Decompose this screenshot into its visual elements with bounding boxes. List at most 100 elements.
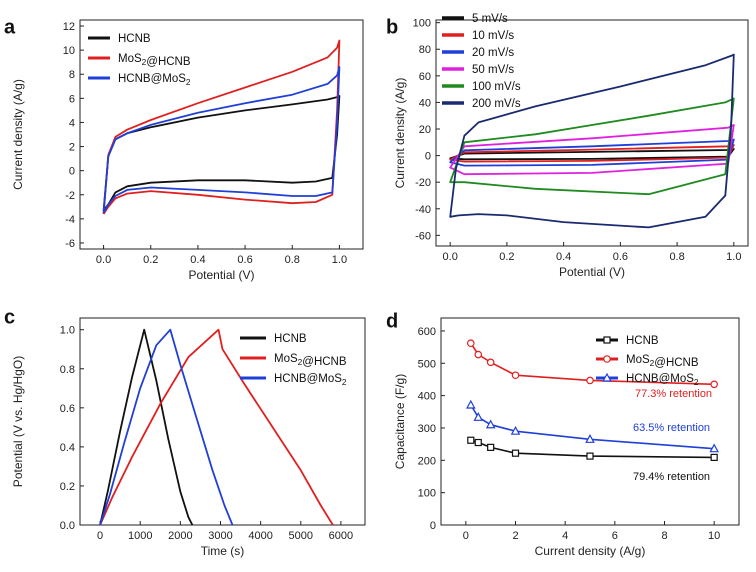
y-tick-label: 0.6 [60,403,75,415]
x-tick-label: 8 [661,530,667,542]
plot-frame [79,317,366,526]
y-tick-label: -20 [415,177,431,189]
y-tick-label: -40 [415,204,431,216]
y-tick-label: 0.2 [60,481,75,493]
y-tick-label: 0 [69,166,75,178]
data-point [474,350,483,359]
plot-frame [435,19,749,247]
retention-annotation: 63.5% retention [633,422,710,434]
series-line-3 [102,66,341,214]
legend-marker [602,372,612,382]
x-tick-label: 0 [97,530,103,542]
series-line-4 [449,124,735,176]
series-line-1 [99,328,194,525]
y-tick-label: 2 [69,142,75,154]
legend-label: 10 mV/s [472,30,514,42]
series-line-2 [449,144,735,163]
legend: HCNB MoS2@HCNB HCNB@MoS2 [240,333,347,387]
series-line-2 [99,328,334,525]
legend-marker [603,355,611,363]
panel-letter: c [4,307,15,329]
x-tick-label: 4000 [248,530,272,542]
y-tick-label: -60 [415,230,431,242]
plot-frame [79,19,364,250]
x-tick-label: 0.2 [143,254,158,266]
x-tick-label: 4 [562,530,568,542]
y-tick-label: -4 [65,214,75,226]
series-line-1 [449,148,735,161]
legend-label: MoS2@HCNB [118,53,191,68]
plot-area [449,53,735,229]
x-tick-label: 1.0 [332,254,347,266]
legend-label: MoS2@HCNB [626,354,699,369]
data-point [473,412,484,421]
data-point [466,339,475,348]
data-point [510,425,521,435]
y-tick-label: 10 [63,45,75,57]
panel-b: b 0.0 0.2 0.4 0.6 0.8 1.0 -60 -40 -20 0 20 40 60 80 100… [386,13,749,279]
y-tick-label: 100 [413,18,431,30]
x-tick-label: 1000 [128,530,152,542]
panel-letter: a [4,17,16,39]
y-tick-label: 4 [69,117,75,129]
legend: 5 mV/s 10 mV/s 20 mV/s 50 mV/s 100 mV/s 200 m… [442,13,521,110]
data-point [467,436,475,444]
legend-marker [603,336,611,344]
y-tick-label: 0.0 [60,520,75,532]
x-tick-label: 10 [708,530,720,542]
data-point [474,438,482,447]
legend-label: HCNB@MoS2 [118,73,191,87]
legend-label: HCNB@MoS2 [274,373,347,387]
data-point [511,449,520,457]
legend-label: 200 mV/s [472,98,521,110]
panel-a: a 0.0 0.2 0.4 0.6 0.8 1.0 -6 -4 -2 0 2 4 6 8 10 12 Potent… [4,17,364,282]
x-tick-label: 2000 [168,530,192,542]
x-tick-label: 6000 [329,530,353,542]
data-point [487,443,495,451]
y-tick-label: 8 [69,69,75,81]
x-axis-label: Potential (V) [188,268,254,282]
x-tick-label: 2 [512,530,518,542]
y-tick-label: 0 [430,520,436,532]
plot-area [465,339,719,462]
legend: HCNB MoS2@HCNB HCNB@MoS2 [596,335,699,387]
y-tick-label: 0.4 [60,442,75,454]
x-tick-label: 0.4 [190,254,205,266]
series-line-6 [449,53,735,229]
y-tick-label: 500 [418,358,436,370]
data-point [710,380,718,389]
data-point [586,452,594,460]
x-tick-label: 5000 [289,530,313,542]
y-axis-label: Current density (A/g) [11,79,25,190]
data-point [586,376,594,385]
y-tick-label: 100 [418,488,436,500]
panel-c: c 0 1000 2000 3000 4000 5000 6000 0.0 0.2 0.4 0.6 0.… [4,307,366,558]
x-tick-label: 0.0 [96,254,111,266]
series-line-3 [99,328,234,525]
x-tick-label: 3000 [208,530,232,542]
plot-area [99,328,334,525]
y-axis-label: Capacitance (F/g) [393,374,407,469]
y-tick-label: 200 [418,455,436,467]
legend: HCNB MoS2@HCNB HCNB@MoS2 [88,33,191,87]
retention-annotation: 77.3% retention [635,388,712,400]
data-point [710,453,718,462]
y-tick-label: -2 [65,190,75,202]
data-point [485,419,496,429]
panel-letter: d [386,311,398,333]
x-axis-label: Potential (V) [559,265,625,279]
legend-label: HCNB [274,333,307,345]
x-tick-label: 1.0 [726,251,741,263]
panel-letter: b [386,17,398,39]
y-tick-label: 1.0 [60,325,75,337]
y-tick-label: 300 [418,423,436,435]
y-tick-label: 20 [419,124,431,136]
x-tick-label: 0.8 [669,251,684,263]
y-tick-label: 6 [69,93,75,105]
x-tick-label: 6 [612,530,618,542]
data-point [709,443,719,453]
x-tick-label: 0.2 [499,251,514,263]
data-point [465,399,476,409]
